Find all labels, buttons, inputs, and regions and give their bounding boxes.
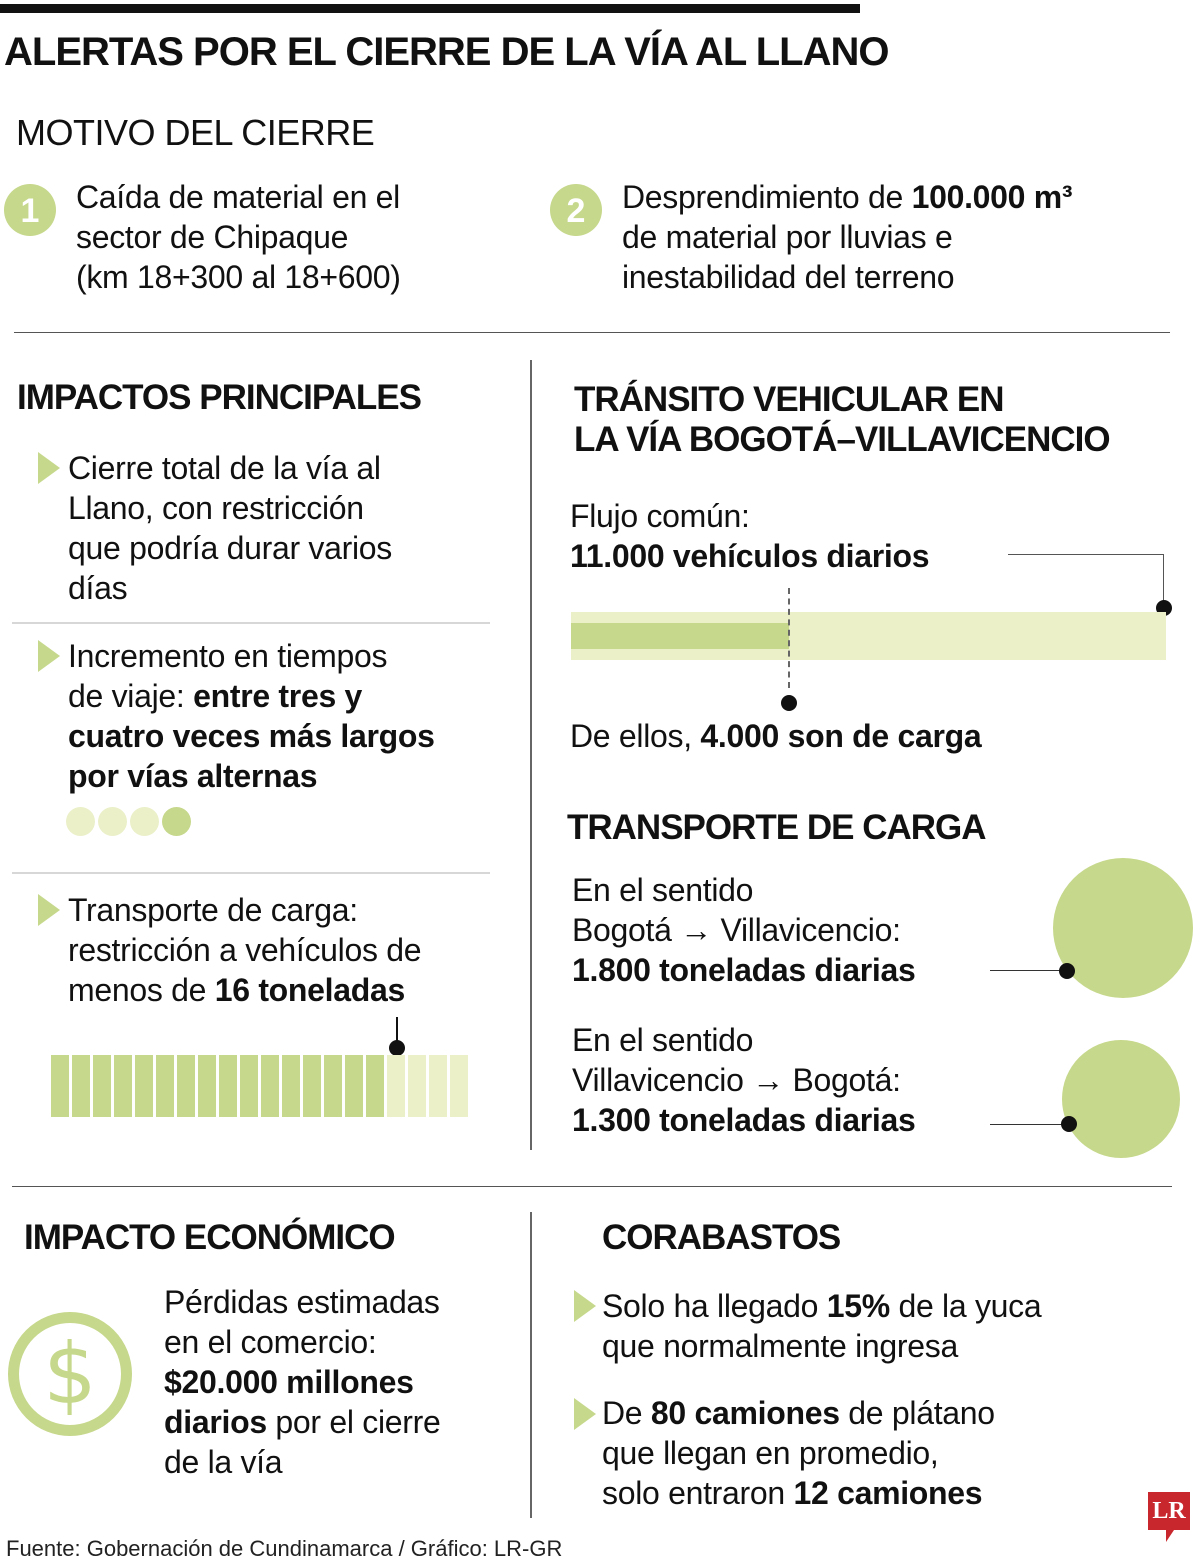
carga-dashed-line [788, 588, 790, 688]
bullet-arrow-icon [574, 1398, 596, 1430]
flujo-value: 11.000 vehículos diarios [570, 538, 930, 574]
carga-text: De ellos, 4.000 son de carga [570, 718, 982, 754]
bullet-arrow-icon [574, 1290, 596, 1322]
carga-marker-dot [781, 695, 797, 711]
leader-1800 [990, 970, 1066, 971]
economico-text: Pérdidas estimadas en el comercio: $20.0… [164, 1284, 441, 1480]
flujo-leader-v [1163, 554, 1164, 604]
dollar-glyph: $ [43, 1325, 97, 1423]
motivo-item-2: Desprendimiento de 100.000 m³ de materia… [622, 179, 1073, 295]
flujo-label: Flujo común: [570, 498, 750, 534]
leader-1300 [990, 1124, 1068, 1125]
number-badge-1: 1 [4, 184, 56, 236]
transito-heading: TRÁNSITO VEHICULAR EN LA VÍA BOGOTÁ–VILL… [574, 380, 1111, 459]
bubble-1300 [1062, 1040, 1180, 1158]
dot-light [130, 807, 159, 836]
carga-vil-bog: En el sentido Villavicencio → Bogotá: 1.… [572, 1022, 916, 1138]
bullet-arrow-icon [38, 640, 60, 672]
corabastos-heading: CORABASTOS [602, 1218, 841, 1257]
corabastos-item-1: Solo ha llegado 15% de la yuca que norma… [602, 1288, 1042, 1364]
transporte-heading: TRANSPORTE DE CARGA [567, 808, 987, 847]
bullet-arrow-icon [38, 452, 60, 484]
page-title: ALERTAS POR EL CIERRE DE LA VÍA AL LLANO [4, 30, 889, 74]
source-credit: Fuente: Gobernación de Cundinamarca / Gr… [6, 1536, 563, 1561]
divider-bottom [12, 1186, 1172, 1187]
dot-1300 [1061, 1116, 1077, 1132]
number-badge-2: 2 [550, 184, 602, 236]
divider-impacto-2 [12, 872, 490, 874]
dot-light [98, 807, 127, 836]
logo-tail [1166, 1530, 1174, 1542]
dollar-circle-icon: $ [8, 1312, 132, 1436]
dot-1800 [1059, 963, 1075, 979]
economico-heading: IMPACTO ECONÓMICO [24, 1218, 396, 1257]
bubble-1800 [1053, 858, 1193, 998]
dot-highlight [162, 807, 191, 836]
flujo-leader-h [1008, 554, 1164, 555]
corabastos-item-2: De 80 camiones de plátano que llegan en … [602, 1395, 995, 1511]
lr-logo: LR [1148, 1492, 1190, 1530]
impacto-item-3: Transporte de carga: restricción a vehíc… [68, 892, 422, 1008]
marker-line [396, 1017, 398, 1047]
dot-light [66, 807, 95, 836]
flujo-carga-bar [571, 623, 789, 649]
motivo-heading: MOTIVO DEL CIERRE [16, 112, 375, 153]
top-rule [0, 4, 860, 13]
impacto-item-2: Incremento en tiempos de viaje: entre tr… [68, 638, 435, 794]
column-divider-mid [530, 360, 532, 1150]
impacto-item-1: Cierre total de la vía al Llano, con res… [68, 450, 392, 606]
bullet-arrow-icon [38, 894, 60, 926]
motivo-item-1: Caída de material en el sector de Chipaq… [76, 179, 401, 295]
divider-top [14, 332, 1170, 333]
weight-segments-bar [51, 1055, 468, 1117]
marker-dot [389, 1040, 405, 1056]
time-multiplier-dots [66, 807, 191, 836]
impactos-heading: IMPACTOS PRINCIPALES [17, 378, 422, 417]
column-divider-bottom [530, 1212, 532, 1518]
carga-bog-vil: En el sentido Bogotá → Villavicencio: 1.… [572, 872, 916, 988]
divider-impacto-1 [12, 622, 490, 624]
